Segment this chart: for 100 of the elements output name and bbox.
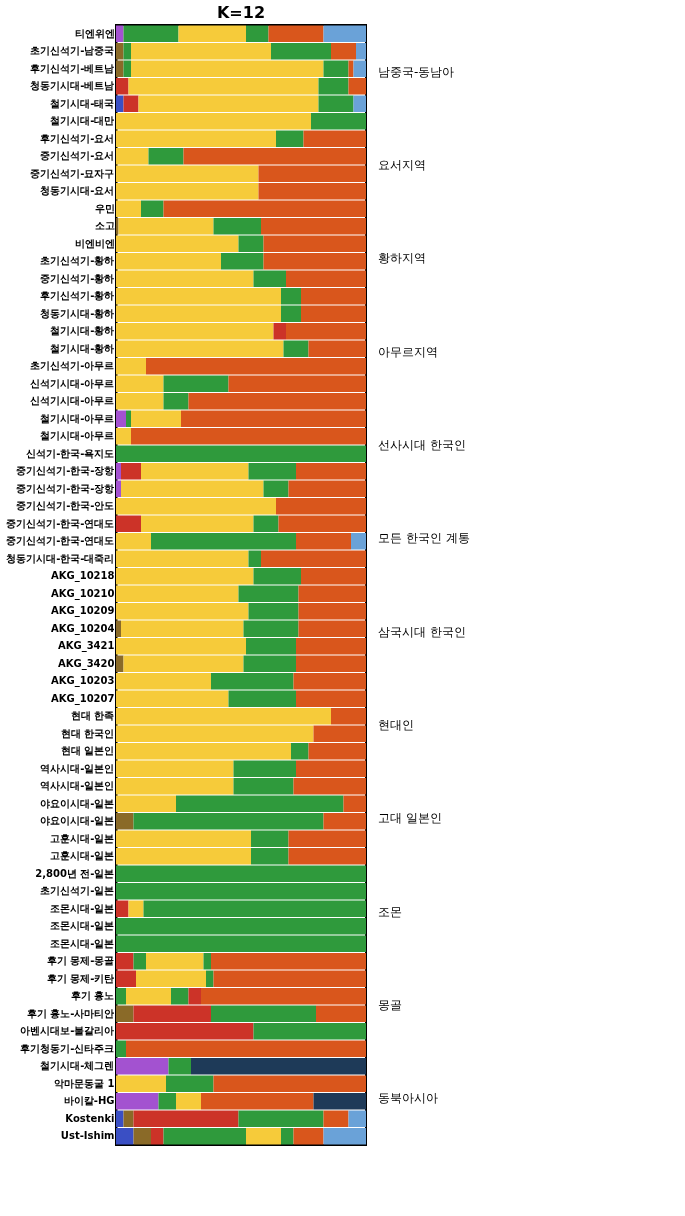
bar — [116, 1093, 159, 1110]
y-tick-label: 중기신석기-한국-연대도 — [6, 535, 115, 547]
y-tick-label: 후기신석기-베트남 — [30, 62, 115, 74]
y-tick-label: 철기시대-태국 — [50, 97, 115, 109]
bar — [116, 25, 124, 42]
y-tick-label: 철기시대-황하 — [50, 342, 115, 354]
bar — [116, 95, 124, 112]
y-tick-label: 현대 한국인 — [61, 727, 115, 739]
bar — [276, 130, 304, 147]
bar — [246, 25, 269, 42]
bar — [273, 323, 286, 340]
y-tick-label: 초기신석기-남중국 — [30, 45, 115, 57]
y-tick-label: 중기신석기-한국-장항 — [16, 482, 115, 494]
y-tick-label: 후기 흉노-사마티안 — [26, 1007, 115, 1019]
y-tick-label: 티엔위엔 — [74, 27, 115, 39]
y-tick-label: 조몬시대-일본 — [50, 920, 115, 932]
y-tick-label: 초기신석기-황하 — [40, 255, 115, 267]
y-tick-label: 야요이시대-일본 — [40, 815, 115, 827]
y-tick-label: 야요이시대-일본 — [40, 797, 115, 809]
bar — [116, 900, 129, 917]
y-tick-label: 고훈시대-일본 — [50, 832, 115, 844]
bar — [148, 148, 184, 165]
bar — [116, 813, 134, 830]
y-tick-label: 신석기시대-아무르 — [30, 395, 115, 407]
bar — [116, 410, 126, 427]
bar — [141, 200, 164, 217]
bar — [116, 1040, 126, 1057]
y-tick-label: AKG_3421 — [57, 640, 115, 653]
chart-title: K=12 — [216, 3, 266, 22]
bar — [293, 1128, 324, 1145]
y-tick-label: 소고 — [94, 220, 115, 232]
bar — [116, 1005, 134, 1022]
y-tick-label: 청동기시대-황하 — [40, 307, 115, 319]
bar — [116, 1058, 169, 1075]
y-tick-label: 후기 몽제-키탄 — [46, 972, 115, 984]
bar — [351, 533, 366, 550]
text: 현대인 — [378, 718, 414, 732]
text: 선사시대 한국인 — [378, 438, 466, 452]
bar — [116, 515, 141, 532]
y-tick-label: 우민 — [94, 202, 115, 214]
y-tick-label: 중기신석기-요서 — [40, 150, 115, 162]
y-tick-label: 아벤시대보-불갈리아 — [20, 1025, 115, 1037]
y-tick-label: 청동기시대-요서 — [40, 185, 115, 197]
bar — [126, 1040, 366, 1057]
bar — [191, 1058, 366, 1075]
y-tick-label: AKG_3420 — [57, 657, 115, 670]
text: 요서지역 — [378, 158, 426, 172]
y-tick-label: AKG_10204 — [51, 622, 115, 635]
y-tick-label: 중기신석기-한국-장항 — [16, 465, 115, 477]
bar — [123, 1110, 134, 1127]
text: 몽골 — [378, 998, 402, 1012]
bar — [128, 900, 144, 917]
y-tick-label: 신석기-한국-욕지도 — [26, 447, 115, 459]
y-tick-label: 역사시대-일본인 — [40, 762, 115, 774]
y-tick-label: 철기시대-황하 — [50, 325, 115, 337]
y-tick-label: 바이칼-HG — [63, 1095, 115, 1107]
y-tick-label: 조몬시대-일본 — [50, 902, 115, 914]
bar — [116, 1075, 166, 1092]
bar — [268, 25, 324, 42]
y-tick-label: 초기신석기-일본 — [40, 885, 115, 897]
y-tick-label: 후기청동기-신타주크 — [20, 1042, 115, 1054]
y-tick-label: 중기신석기-묘자구 — [30, 167, 115, 179]
y-tick-label: 비엔비엔 — [74, 237, 115, 249]
y-tick-label: Kostenki — [65, 1112, 115, 1124]
bar — [116, 988, 126, 1005]
bar — [116, 655, 124, 672]
y-tick-label: 철기시대-아무르 — [40, 430, 115, 442]
bar — [323, 1110, 349, 1127]
text: 아무르지역 — [378, 344, 438, 359]
bar — [313, 1093, 366, 1110]
y-tick-label: 중기신석기-한국-연대도 — [6, 517, 115, 529]
y-tick-label: 철기시대-아무르 — [40, 412, 115, 424]
text: 황하지역 — [378, 251, 426, 266]
text: 동북아시아 — [378, 1091, 438, 1106]
y-tick-label: 고훈시대-일본 — [50, 850, 115, 862]
bar — [116, 218, 119, 235]
y-tick-label: 조몬시대-일본 — [50, 937, 115, 949]
bar — [116, 620, 121, 637]
bar — [171, 988, 189, 1005]
y-tick-label: 후기신석기-황하 — [40, 290, 115, 302]
y-tick-label: 역사시대-일본인 — [40, 780, 115, 792]
y-tick-label: AKG_10207 — [51, 692, 115, 705]
text: 조몬 — [378, 904, 402, 919]
y-tick-label: AKG_10209 — [51, 605, 115, 618]
bar — [176, 1093, 201, 1110]
y-tick-label: 후기신석기-요서 — [40, 132, 115, 144]
y-tick-label: AKG_10218 — [51, 570, 115, 583]
y-tick-label: 중기신석기-한국-안도 — [16, 500, 115, 512]
y-tick-label: 철기시대-체그렌 — [40, 1060, 115, 1072]
bar — [283, 340, 309, 357]
y-tick-label: 후기 흉노 — [71, 990, 115, 1002]
bar — [116, 428, 131, 445]
y-tick-label: Ust-Ishim — [60, 1130, 115, 1142]
y-tick-label: 현대 한족 — [71, 710, 115, 722]
bar — [133, 1128, 151, 1145]
y-tick-label: 철기시대-대만 — [50, 115, 115, 127]
text: 남중국-동남아 — [378, 64, 455, 79]
y-tick-label: AKG_10203 — [51, 675, 115, 688]
y-tick-label: 중기신석기-황하 — [40, 272, 115, 284]
text: 모든 한국인 계통 — [378, 531, 470, 546]
